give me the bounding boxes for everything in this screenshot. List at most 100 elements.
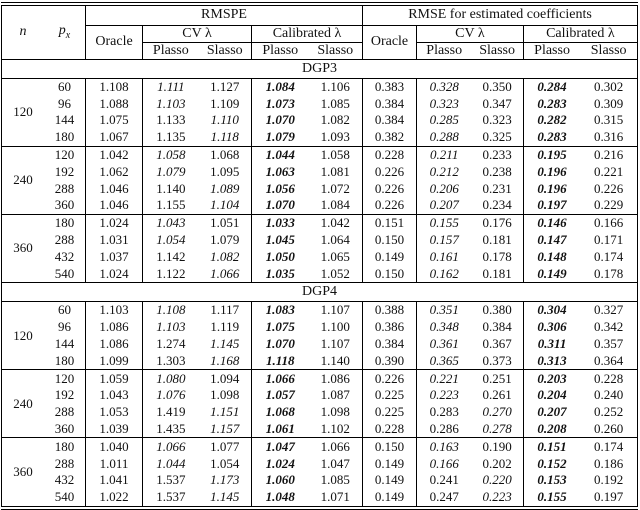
table-cell: 1.073: [265, 95, 295, 111]
table-cell: 0.181: [471, 265, 524, 283]
table-cell: 1.111: [142, 77, 199, 96]
table-cell: 0.151: [362, 213, 417, 232]
table-cell: 1.274: [156, 336, 186, 352]
table-cell: 0.323: [471, 112, 524, 129]
table-cell: 1.040: [85, 437, 144, 456]
table-cell: 0.386: [362, 318, 417, 336]
table-cell: 1.076: [156, 387, 186, 403]
table-cell: 0.226: [594, 180, 624, 196]
table-cell: 0.148: [537, 248, 567, 264]
table-cell: 0.306: [537, 319, 567, 335]
table-cell: 0.382: [362, 128, 417, 147]
table-cell: 0.390: [362, 352, 417, 370]
table-cell: 1.063: [265, 163, 295, 179]
table-cell: 0.228: [362, 145, 417, 164]
px-value: 540: [44, 265, 87, 283]
table-cell: 0.302: [580, 77, 638, 96]
table-cell: 0.197: [537, 197, 567, 213]
table-cell: 1.070: [265, 336, 295, 352]
table-row: 432 1.037 1.142 1.082 1.050 1.065 0.149 0.161 0.…: [2, 248, 638, 266]
table-cell: 1.140: [156, 180, 186, 196]
table-cell: 1.157: [198, 420, 252, 438]
table-cell: 1.135: [156, 129, 186, 145]
table-cell: 1.056: [265, 180, 295, 196]
px-value: 96: [44, 318, 87, 336]
table-cell: 0.197: [594, 489, 624, 505]
table-cell: 0.207: [537, 404, 567, 420]
table-cell: 1.082: [198, 248, 252, 266]
table-cell: 1.087: [308, 387, 364, 404]
table-cell: 0.270: [471, 403, 524, 421]
table-cell: 1.108: [85, 77, 144, 96]
table-cell: 1.107: [308, 335, 364, 353]
table-cell: 1.118: [198, 128, 252, 147]
table-cell: 1.079: [156, 163, 186, 179]
col-header-oracle-rmse: Oracle: [362, 25, 417, 60]
table-cell: 1.093: [308, 128, 364, 147]
table-cell: 1.108: [142, 301, 199, 319]
table-cell: 1.098: [198, 387, 252, 404]
table-cell: 0.206: [429, 180, 459, 196]
table-cell: 1.145: [198, 335, 252, 353]
table-cell: 0.208: [537, 421, 567, 437]
table-cell: 0.178: [594, 265, 624, 281]
table-cell: 0.240: [594, 387, 624, 403]
table-row: 120 60 1.103 1.108 1.117 1.083 1.107 0.388 0.351…: [1, 301, 638, 370]
table-cell: 1.065: [308, 248, 364, 266]
table-cell: 0.348: [429, 319, 459, 335]
table-cell: 0.225: [362, 387, 417, 404]
table-cell: 0.151: [523, 437, 581, 456]
table-cell: 0.223: [429, 387, 459, 403]
table-cell: 1.083: [251, 301, 309, 319]
table-row: 192 1.043 1.076 1.098 1.057 1.087 0.225 0.223 0.…: [2, 387, 638, 404]
table-header: n px RMSPE RMSE for estimated coefficien…: [1, 4, 638, 60]
px-value: 288: [44, 455, 87, 473]
table-cell: 0.384: [362, 95, 417, 113]
table-cell: 0.195: [523, 145, 581, 164]
table-cell: 0.233: [471, 145, 524, 164]
table-cell: 0.146: [523, 213, 581, 232]
table-cell: 1.106: [308, 77, 364, 96]
table-cell: 1.070: [265, 112, 295, 128]
table-cell: 1.107: [308, 301, 364, 319]
table-cell: 1.024: [85, 213, 144, 232]
table-cell: 0.260: [594, 421, 624, 437]
table-cell: 1.053: [85, 403, 144, 421]
table-cell: 1.122: [156, 265, 186, 281]
table-cell: 1.100: [308, 318, 364, 336]
px-value: 288: [44, 180, 87, 198]
header-group-row: n px RMSPE RMSE for estimated coefficien…: [1, 4, 638, 60]
subgroup-header-cv-rmse: CV λ: [416, 25, 524, 43]
table-cell: 1.075: [265, 319, 295, 335]
table-row: 144 1.086 1.274 1.145 1.070 1.107 0.384 0.361 0.…: [2, 335, 638, 353]
table-cell: 0.284: [523, 77, 581, 96]
table-cell: 1.052: [308, 265, 364, 283]
table-cell: 1.118: [265, 352, 295, 368]
table-cell: 0.226: [362, 197, 417, 215]
table-cell: 0.186: [594, 455, 624, 471]
px-value: 432: [44, 248, 87, 266]
px-value: 540: [44, 488, 87, 508]
table-cell: 1.043: [85, 387, 144, 404]
table-cell: 0.252: [594, 404, 624, 420]
table-cell: 1.079: [198, 231, 252, 249]
table-cell: 0.247: [429, 489, 459, 505]
table-cell: 0.223: [471, 488, 524, 508]
table-row: 288 1.011 1.044 1.054 1.024 1.047 0.149 0.166 0.…: [2, 455, 638, 473]
group-header-rmse: RMSE for estimated coefficients: [362, 4, 638, 26]
table-cell: 1.110: [198, 112, 252, 129]
section-label: DGP4: [1, 282, 638, 303]
n-value: 120: [1, 301, 45, 370]
table-row: 360 1.039 1.435 1.157 1.061 1.102 0.228 0.286 0.…: [2, 420, 638, 438]
table-row: 240 120 1.059 1.080 1.094 1.066 1.086 0.226 0.22…: [1, 369, 638, 438]
section-band-row: DGP3: [1, 58, 638, 79]
table-cell: 0.286: [429, 421, 459, 437]
table-cell: 1.085: [308, 95, 364, 113]
table-cell: 0.328: [416, 77, 472, 96]
table-cell: 0.228: [580, 369, 638, 388]
table-cell: 0.150: [362, 437, 417, 456]
table-cell: 1.033: [251, 213, 309, 232]
col-header-oracle-rmspe: Oracle: [85, 25, 144, 60]
